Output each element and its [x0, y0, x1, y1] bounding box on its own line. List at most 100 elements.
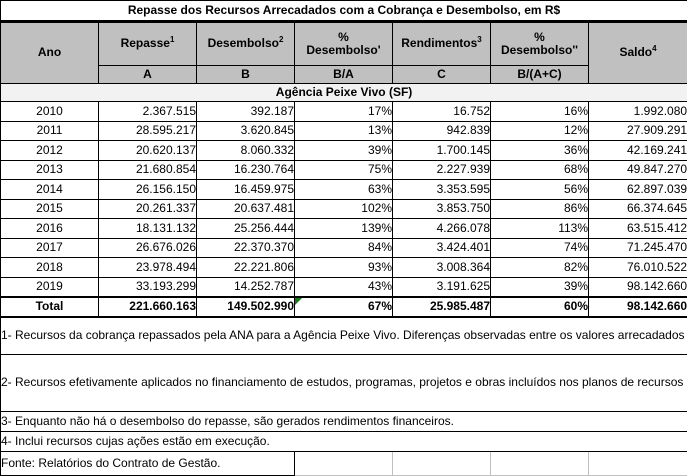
cell-saldo: 42.169.241 — [589, 141, 687, 161]
cell-ano: 2013 — [1, 160, 99, 180]
cell-pct-desembolso-1: 75% — [295, 160, 393, 180]
column-key-a: A — [99, 66, 197, 84]
cell-pct-desembolso-2: 39% — [491, 277, 589, 297]
column-header-rendimentos-label: Rendimentos — [401, 36, 477, 50]
footnote-ref-4: 4 — [652, 44, 656, 53]
total-pct-desembolso-2: 60% — [491, 297, 589, 317]
cell-ano: 2014 — [1, 180, 99, 200]
cell-repasse: 20.261.337 — [99, 199, 197, 219]
table-row: 2016 18.131.132 25.256.444 139% 4.266.07… — [1, 219, 687, 239]
cell-repasse: 21.680.854 — [99, 160, 197, 180]
footnote-1: 1- Recursos da cobrança repassados pela … — [1, 317, 687, 355]
cell-saldo: 76.010.522 — [589, 258, 687, 278]
table-row: 2011 28.595.217 3.620.845 13% 942.839 12… — [1, 121, 687, 141]
cell-desembolso: 16.230.764 — [197, 160, 295, 180]
cell-pct-desembolso-2: 74% — [491, 238, 589, 258]
cell-repasse: 33.193.299 — [99, 277, 197, 297]
cell-repasse: 18.131.132 — [99, 219, 197, 239]
footnote-ref-2: 2 — [279, 35, 283, 44]
error-indicator-icon — [295, 298, 302, 305]
column-header-pct-desembolso-1: % Desembolso' — [295, 22, 393, 66]
cell-saldo: 49.847.270 — [589, 160, 687, 180]
cell-pct-desembolso-1: 139% — [295, 219, 393, 239]
cell-saldo: 1.992.080 — [589, 102, 687, 122]
table-row: 2018 23.978.494 22.221.806 93% 3.008.364… — [1, 258, 687, 278]
cell-repasse: 28.595.217 — [99, 121, 197, 141]
cell-ano: 2010 — [1, 102, 99, 122]
cell-pct-desembolso-1: 43% — [295, 277, 393, 297]
section-label-agencia-peixe-vivo: Agência Peixe Vivo (SF) — [1, 84, 687, 102]
cell-saldo: 66.374.645 — [589, 199, 687, 219]
source-blank-cell-1 — [295, 452, 393, 476]
title-row: Repasse dos Recursos Arrecadados com a C… — [1, 1, 687, 22]
cell-pct-desembolso-2: 86% — [491, 199, 589, 219]
table-title: Repasse dos Recursos Arrecadados com a C… — [1, 1, 687, 22]
cell-repasse: 26.156.150 — [99, 180, 197, 200]
table-row: 2010 2.367.515 392.187 17% 16.752 16% 1.… — [1, 102, 687, 122]
footnote-row-1: 1- Recursos da cobrança repassados pela … — [1, 317, 687, 355]
cell-pct-desembolso-1: 39% — [295, 141, 393, 161]
cell-rendimentos: 2.227.939 — [393, 160, 491, 180]
cell-ano: 2018 — [1, 258, 99, 278]
cell-pct-desembolso-2: 56% — [491, 180, 589, 200]
cell-pct-desembolso-1: 93% — [295, 258, 393, 278]
cell-pct-desembolso-1: 63% — [295, 180, 393, 200]
source-blank-cell-4 — [589, 452, 687, 476]
column-header-repasse-label: Repasse — [121, 36, 170, 50]
cell-pct-desembolso-1: 84% — [295, 238, 393, 258]
cell-saldo: 71.245.470 — [589, 238, 687, 258]
cell-pct-desembolso-1: 17% — [295, 102, 393, 122]
source-row: Fonte: Relatórios do Contrato de Gestão. — [1, 452, 687, 476]
cell-saldo: 98.142.660 — [589, 277, 687, 297]
cell-ano: 2016 — [1, 219, 99, 239]
total-desembolso: 149.502.990 — [197, 297, 295, 317]
cell-pct-desembolso-2: 36% — [491, 141, 589, 161]
cell-rendimentos: 3.191.625 — [393, 277, 491, 297]
footnote-ref-3: 3 — [477, 35, 481, 44]
cell-rendimentos: 3.353.595 — [393, 180, 491, 200]
cell-repasse: 23.978.494 — [99, 258, 197, 278]
total-label: Total — [1, 297, 99, 317]
total-saldo: 98.142.660 — [589, 297, 687, 317]
cell-rendimentos: 3.008.364 — [393, 258, 491, 278]
cell-rendimentos: 942.839 — [393, 121, 491, 141]
column-key-b-over-a-plus-c: B/(A+C) — [491, 66, 589, 84]
header-row-formula: A B B/A C B/(A+C) — [1, 66, 687, 84]
cell-saldo: 27.909.291 — [589, 121, 687, 141]
table-row: 2019 33.193.299 14.252.787 43% 3.191.625… — [1, 277, 687, 297]
cell-desembolso: 25.256.444 — [197, 219, 295, 239]
cell-saldo: 63.515.412 — [589, 219, 687, 239]
cell-saldo: 62.897.039 — [589, 180, 687, 200]
cell-pct-desembolso-2: 12% — [491, 121, 589, 141]
cell-pct-desembolso-2: 82% — [491, 258, 589, 278]
cell-rendimentos: 4.266.078 — [393, 219, 491, 239]
footnote-row-2: 2- Recursos efetivamente aplicados no fi… — [1, 355, 687, 412]
table-row: 2012 20.620.137 8.060.332 39% 1.700.145 … — [1, 141, 687, 161]
footnote-ref-1: 1 — [170, 35, 174, 44]
cell-ano: 2019 — [1, 277, 99, 297]
table-row: 2015 20.261.337 20.637.481 102% 3.853.75… — [1, 199, 687, 219]
footnote-row-4: 4- Inclui recursos cujas ações estão em … — [1, 432, 687, 452]
source-label: Fonte: Relatórios do Contrato de Gestão. — [1, 452, 295, 476]
cell-desembolso: 14.252.787 — [197, 277, 295, 297]
total-pct-desembolso-1: 67% — [295, 297, 393, 317]
cell-rendimentos: 16.752 — [393, 102, 491, 122]
cell-ano: 2012 — [1, 141, 99, 161]
table-row: 2013 21.680.854 16.230.764 75% 2.227.939… — [1, 160, 687, 180]
column-key-b: B — [197, 66, 295, 84]
cell-ano: 2017 — [1, 238, 99, 258]
cell-rendimentos: 3.424.401 — [393, 238, 491, 258]
footnote-3: 3- Enquanto não há o desembolso do repas… — [1, 412, 687, 432]
cell-rendimentos: 1.700.145 — [393, 141, 491, 161]
column-header-ano: Ano — [1, 22, 99, 84]
column-header-repasse: Repasse1 — [99, 22, 197, 66]
total-pct-desembolso-1-value: 67% — [368, 299, 392, 313]
column-header-saldo-label: Saldo — [619, 45, 652, 59]
cell-repasse: 2.367.515 — [99, 102, 197, 122]
cell-desembolso: 392.187 — [197, 102, 295, 122]
column-header-pct-desembolso-1-line2: Desembolso' — [295, 44, 392, 57]
column-header-rendimentos: Rendimentos3 — [393, 22, 491, 66]
source-blank-cell-3 — [491, 452, 589, 476]
cell-ano: 2015 — [1, 199, 99, 219]
